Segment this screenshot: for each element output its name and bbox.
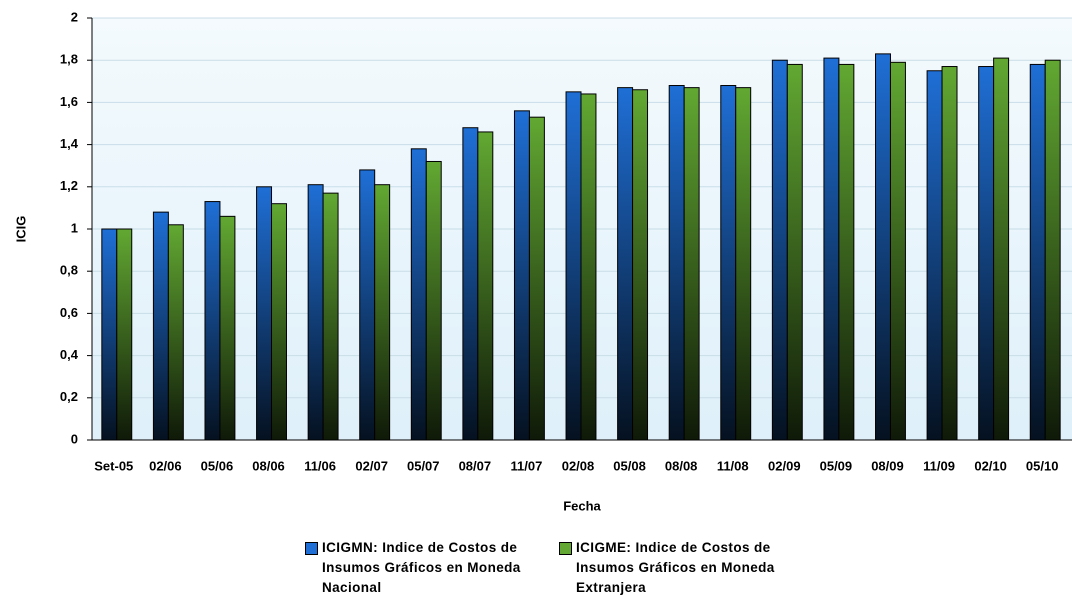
- y-tick-label: 1,8: [60, 52, 78, 67]
- bar: [580, 93, 597, 441]
- legend-swatch: [305, 542, 318, 555]
- bar: [477, 131, 494, 441]
- bar: [374, 184, 391, 441]
- bar: [116, 228, 133, 441]
- x-tick-label: 02/09: [768, 458, 801, 473]
- x-tick-label: 05/06: [201, 458, 234, 473]
- bar: [152, 211, 169, 441]
- x-tick-label: 05/10: [1026, 458, 1059, 473]
- y-tick-label: 1: [71, 220, 78, 235]
- bar: [204, 201, 221, 441]
- bar: [101, 228, 118, 441]
- legend: ICIGMN: Indice de Costos de Insumos Gráf…: [305, 538, 799, 598]
- bar: [410, 148, 427, 441]
- bar: [565, 91, 582, 441]
- y-tick-label: 1,2: [60, 178, 78, 193]
- x-tick-label: 11/08: [717, 458, 749, 473]
- y-tick-label: 2: [71, 9, 78, 24]
- bar: [786, 63, 803, 441]
- bar: [823, 57, 840, 441]
- bar: [875, 53, 891, 441]
- x-tick-label: 08/08: [665, 458, 698, 473]
- bar: [219, 215, 236, 441]
- y-tick-label: 0,8: [60, 263, 78, 278]
- y-tick-label: 0,6: [60, 305, 78, 320]
- bar: [462, 127, 479, 441]
- bar: [941, 66, 958, 441]
- bar: [978, 66, 995, 441]
- bar: [993, 57, 1010, 441]
- legend-item: ICIGME: Indice de Costos de Insumos Gráf…: [559, 538, 799, 598]
- y-tick-label: 0,4: [60, 347, 79, 362]
- bar: [617, 87, 634, 441]
- bar: [889, 61, 906, 441]
- x-tick-label: 11/09: [923, 458, 955, 473]
- x-axis-title: Fecha: [563, 498, 601, 513]
- bar: [513, 110, 530, 441]
- bar: [1029, 63, 1046, 441]
- x-tick-label: Set-05: [94, 458, 133, 473]
- bar: [735, 87, 752, 441]
- x-tick-label: 05/07: [407, 458, 440, 473]
- y-tick-label: 0: [71, 431, 78, 446]
- x-tick-label: 05/08: [613, 458, 646, 473]
- y-tick-label: 0,2: [60, 389, 78, 404]
- x-tick-label: 02/07: [355, 458, 388, 473]
- legend-swatch: [559, 542, 572, 555]
- x-tick-label: 02/10: [974, 458, 1007, 473]
- bar: [359, 169, 376, 441]
- bar: [322, 192, 339, 441]
- x-tick-label: 02/08: [562, 458, 595, 473]
- bar: [307, 184, 324, 441]
- x-tick-label: 11/06: [304, 458, 336, 473]
- bar: [528, 116, 545, 441]
- x-tick-label: 08/06: [252, 458, 285, 473]
- x-tick-label: 08/09: [871, 458, 904, 473]
- bar: [838, 63, 855, 441]
- y-axis-title: ICIG: [13, 216, 28, 243]
- bar: [632, 89, 649, 441]
- chart: ICIG Fecha 0 0,2 0,4 0,6 0,8 1 1,2 1,4 1,6 1,8 2 Se…: [13, 9, 1072, 513]
- bar: [720, 85, 737, 441]
- x-tick-label: 11/07: [511, 458, 543, 473]
- x-tick-label: 08/07: [459, 458, 492, 473]
- bar: [425, 160, 442, 441]
- bar: [771, 59, 788, 441]
- legend-label: ICIGMN: Indice de Costos de Insumos Gráf…: [322, 540, 521, 595]
- bar: [167, 224, 184, 441]
- x-tick-label: 05/09: [820, 458, 853, 473]
- y-tick-label: 1,4: [60, 136, 79, 151]
- legend-label: ICIGME: Indice de Costos de Insumos Gráf…: [576, 540, 775, 595]
- bar: [668, 85, 685, 441]
- legend-item: ICIGMN: Indice de Costos de Insumos Gráf…: [305, 538, 545, 598]
- y-tick-label: 1,6: [60, 94, 78, 109]
- bar: [256, 186, 273, 441]
- bar: [271, 203, 287, 441]
- bar: [683, 87, 700, 441]
- bar: [926, 70, 943, 441]
- bar: [1044, 59, 1061, 441]
- x-tick-label: 02/06: [149, 458, 182, 473]
